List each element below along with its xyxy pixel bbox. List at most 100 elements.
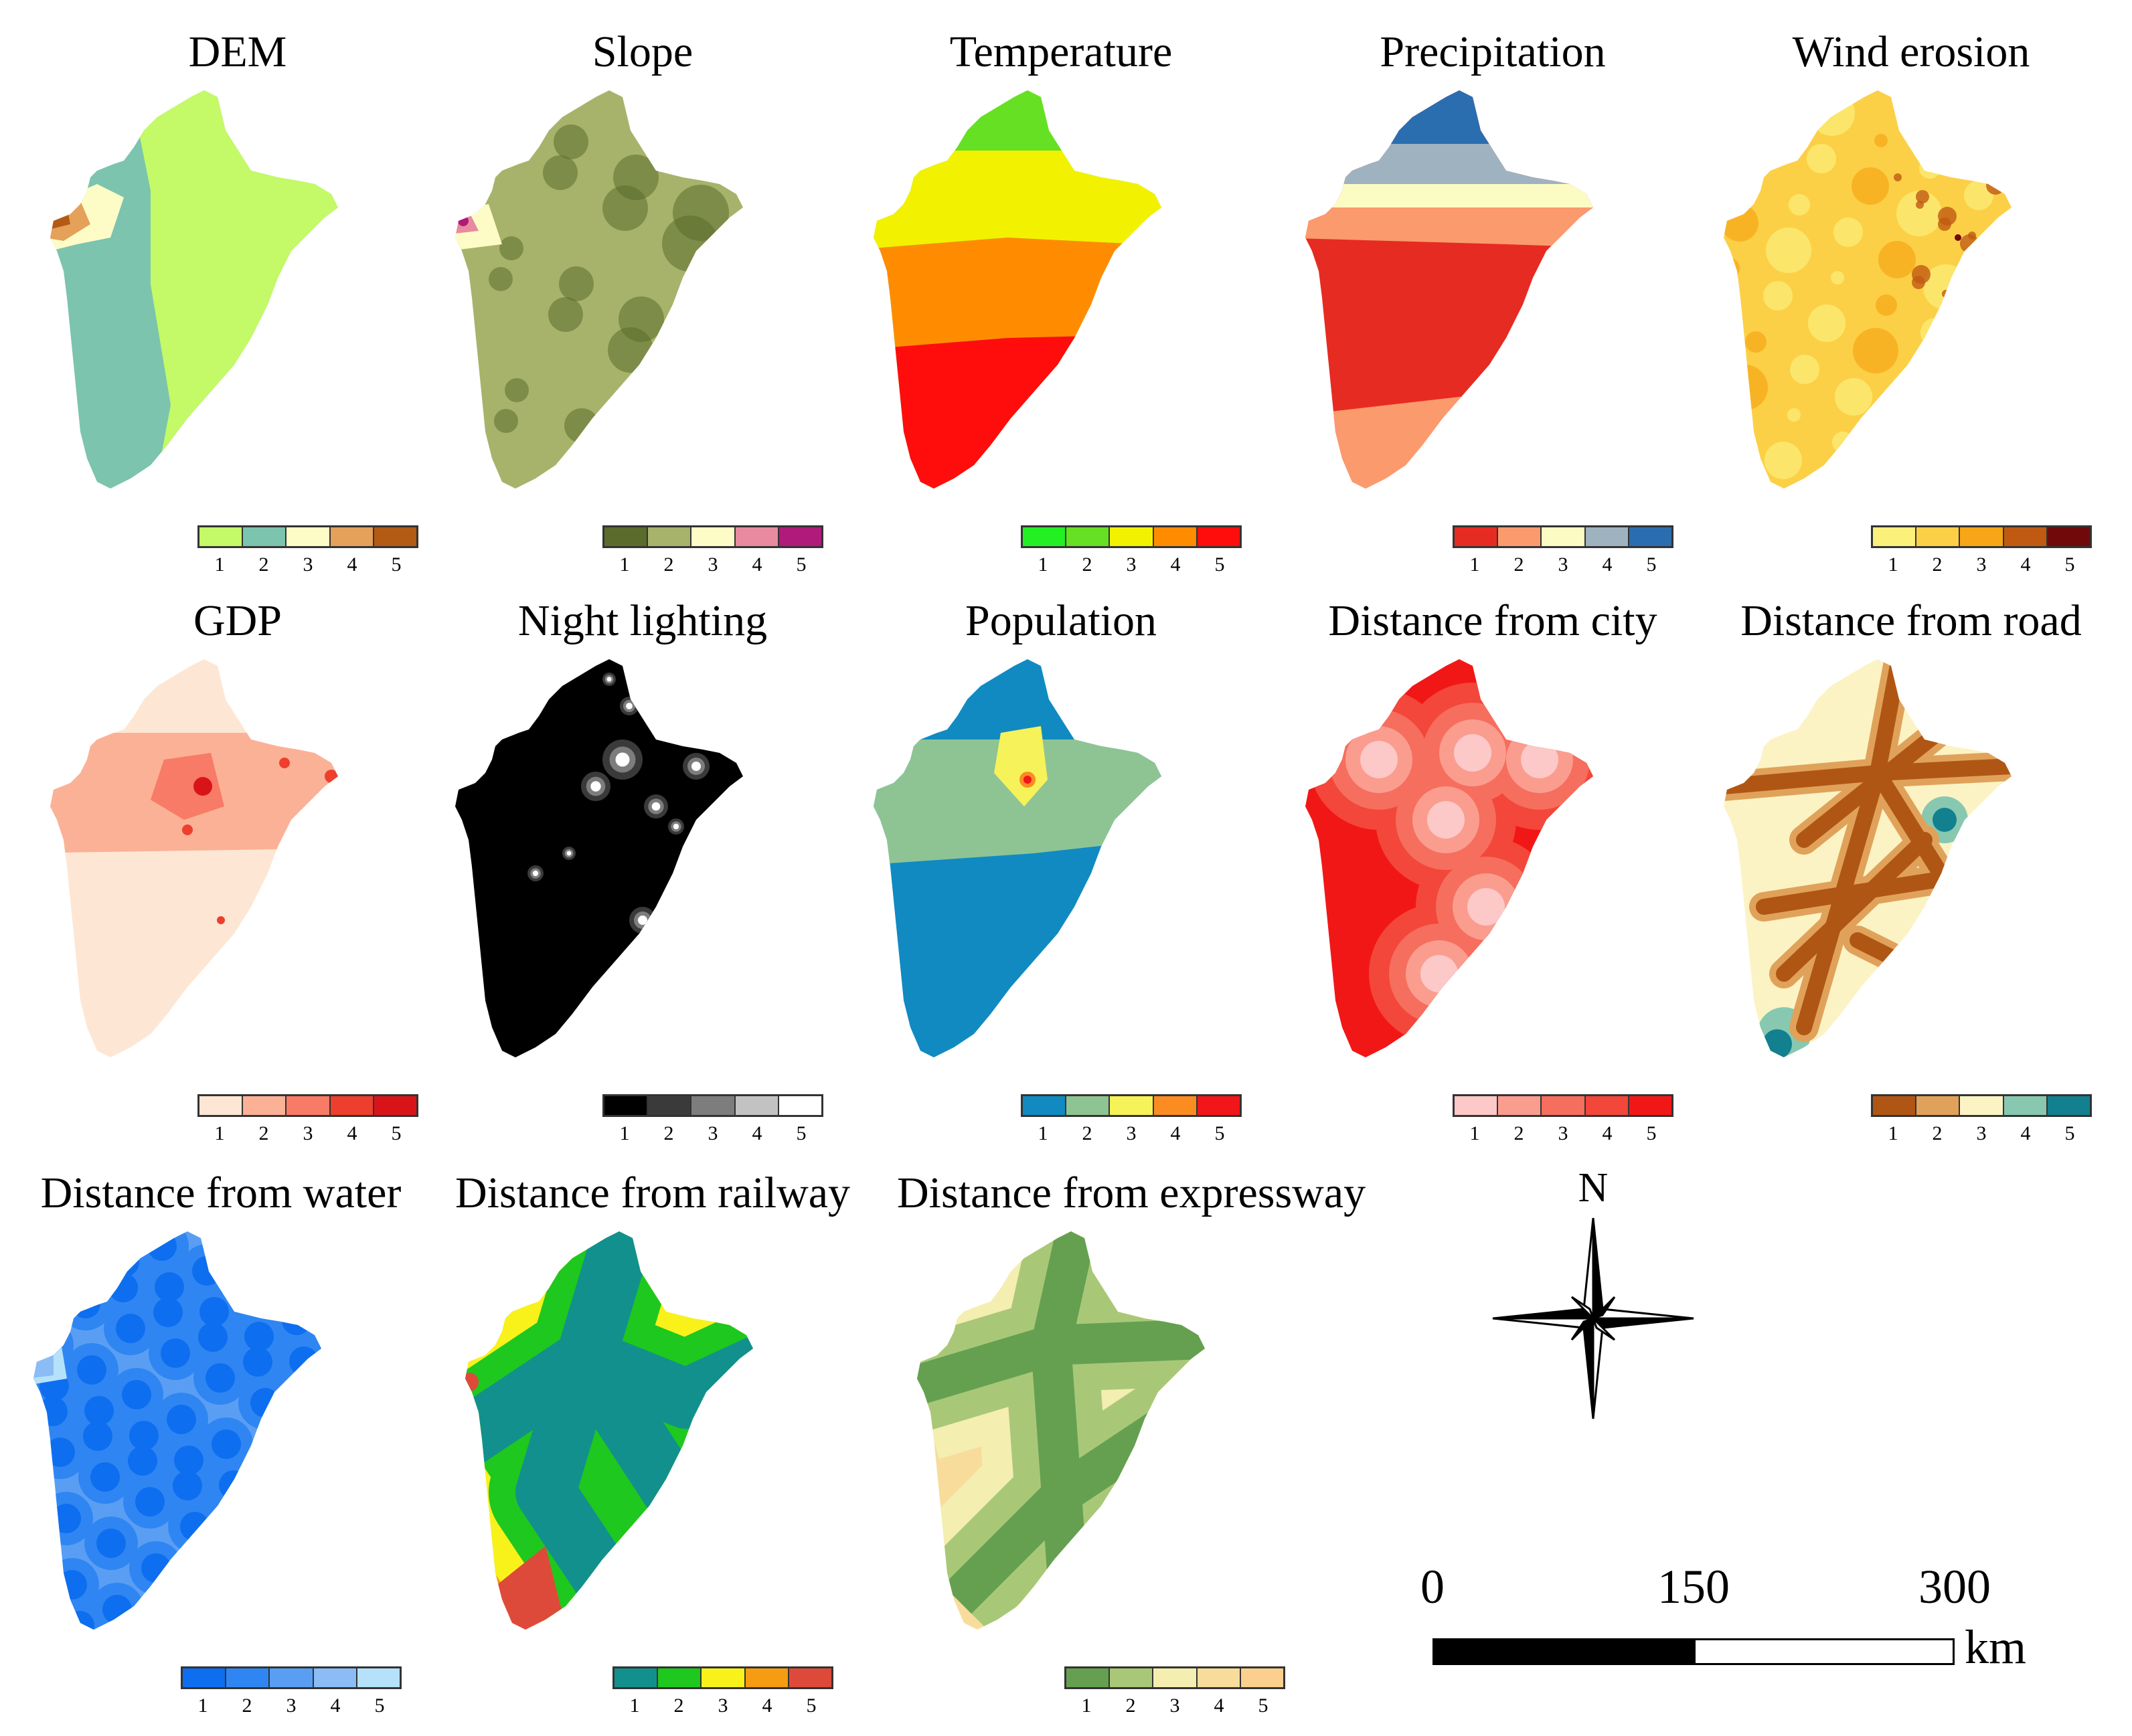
legend-swatch <box>2047 527 2090 546</box>
legend-swatch <box>702 1668 746 1687</box>
legend-bar <box>1453 1094 1673 1117</box>
legend-bar <box>197 1094 418 1117</box>
legend-label: 5 <box>1646 553 1657 576</box>
scale-bar: 0 150 300 km <box>1379 1559 2048 1693</box>
legend-labels: 1 2 3 4 5 <box>612 1695 833 1721</box>
legend-swatch <box>1066 527 1111 546</box>
legend: 1 2 3 4 5 <box>13 1666 428 1727</box>
legend-label: 4 <box>2020 553 2031 576</box>
legend-label: 2 <box>1082 553 1092 576</box>
legend-label: 1 <box>1081 1695 1092 1717</box>
legend-label: 2 <box>242 1695 252 1717</box>
panel-slope: Slope 1 2 3 4 5 <box>435 20 850 582</box>
scale-tick-label: 0 <box>1420 1560 1445 1614</box>
legend: 1 2 3 4 5 <box>1704 1094 2119 1154</box>
legend-swatch <box>778 527 822 546</box>
panel-distance-from-city: Distance from city 1 2 3 4 5 <box>1285 589 1700 1151</box>
legend-swatch <box>1197 527 1240 546</box>
legend: 1 2 3 4 5 <box>445 1666 860 1727</box>
legend-label: 1 <box>1038 1122 1048 1144</box>
legend: 1 2 3 4 5 <box>853 525 1268 586</box>
legend-swatch <box>1542 1096 1586 1115</box>
panel-title: GDP <box>193 596 282 645</box>
map-night-lighting <box>455 659 743 1057</box>
legend-label: 3 <box>286 1695 297 1717</box>
panel-night-lighting: Night lighting 1 2 3 4 5 <box>435 589 850 1151</box>
map-region <box>465 1231 753 1630</box>
legend-swatch <box>1498 527 1542 546</box>
legend-swatch <box>614 1668 659 1687</box>
legend-swatch <box>1960 527 2004 546</box>
legend-label: 2 <box>258 1122 269 1144</box>
legend-swatch <box>1455 527 1499 546</box>
legend-bar <box>197 525 418 548</box>
legend-swatch <box>1629 527 1672 546</box>
legend-bar <box>1453 525 1673 548</box>
legend-label: 5 <box>391 1122 402 1144</box>
panel-title: Distance from expressway <box>897 1168 1366 1217</box>
legend-swatch <box>778 1096 822 1115</box>
legend-label: 3 <box>303 1122 313 1144</box>
legend-label: 4 <box>1214 1695 1224 1717</box>
legend-label: 1 <box>214 553 225 576</box>
legend-swatch <box>1585 1096 1629 1115</box>
legend-bar <box>1871 1094 2092 1117</box>
legend-label: 1 <box>214 1122 225 1144</box>
panel-title: Distance from city <box>1328 596 1657 645</box>
legend-labels: 1 2 3 4 5 <box>602 1122 823 1149</box>
legend-swatch <box>330 1096 374 1115</box>
legend: 1 2 3 4 5 <box>1704 525 2119 586</box>
legend-swatch <box>183 1668 227 1687</box>
legend-label: 1 <box>1888 1122 1898 1144</box>
legend-swatch <box>648 1096 692 1115</box>
legend-swatch <box>1110 527 1154 546</box>
legend-swatch <box>1873 1096 1917 1115</box>
map-region <box>455 90 743 489</box>
legend-swatch <box>1960 1096 2004 1115</box>
panel-title: Wind erosion <box>1792 27 2030 76</box>
legend-label: 4 <box>347 1122 357 1144</box>
map-temperature <box>874 90 1161 489</box>
legend-label: 5 <box>391 553 402 576</box>
panel-distance-from-water: Distance from water 1 2 3 4 5 <box>13 1161 428 1723</box>
legend-label: 4 <box>347 553 357 576</box>
legend-label: 2 <box>258 553 269 576</box>
legend-labels: 1 2 3 4 5 <box>197 1122 418 1149</box>
legend-label: 2 <box>1513 553 1524 576</box>
legend-label: 4 <box>330 1695 341 1717</box>
panel-title: Precipitation <box>1380 27 1606 76</box>
legend-swatch <box>789 1668 832 1687</box>
legend-swatch <box>286 1096 331 1115</box>
legend-label: 4 <box>752 1122 762 1144</box>
legend-label: 5 <box>1214 1122 1225 1144</box>
legend-label: 1 <box>1469 553 1480 576</box>
legend-label: 1 <box>629 1695 640 1717</box>
legend-label: 4 <box>1602 1122 1613 1144</box>
legend-label: 5 <box>374 1695 385 1717</box>
panel-gdp: GDP 1 2 3 4 5 <box>30 589 445 1151</box>
panel-title: Night lighting <box>517 596 768 645</box>
north-arrow: N <box>1473 1164 1714 1432</box>
legend-label: 2 <box>663 1122 674 1144</box>
legend-label: 3 <box>1126 553 1137 576</box>
legend-swatch <box>357 1668 400 1687</box>
legend-labels: 1 2 3 4 5 <box>1871 553 2092 580</box>
legend-swatch <box>1197 1668 1241 1687</box>
legend-label: 5 <box>1646 1122 1657 1144</box>
legend-labels: 1 2 3 4 5 <box>1453 1122 1673 1149</box>
legend-label: 2 <box>673 1695 684 1717</box>
map-region <box>33 1231 321 1630</box>
legend-swatch <box>1066 1668 1111 1687</box>
map-dem <box>50 90 338 489</box>
legend-swatch <box>199 527 244 546</box>
panel-title: DEM <box>188 27 287 76</box>
legend-swatch <box>1585 527 1629 546</box>
legend: 1 2 3 4 5 <box>897 1666 1312 1727</box>
legend-swatch <box>648 527 692 546</box>
scale-unit: km <box>1965 1620 2027 1674</box>
legend-labels: 1 2 3 4 5 <box>1871 1122 2092 1149</box>
legend: 1 2 3 4 5 <box>1285 1094 1700 1154</box>
map-distance-from-expressway <box>917 1231 1205 1630</box>
legend-labels: 1 2 3 4 5 <box>602 553 823 580</box>
